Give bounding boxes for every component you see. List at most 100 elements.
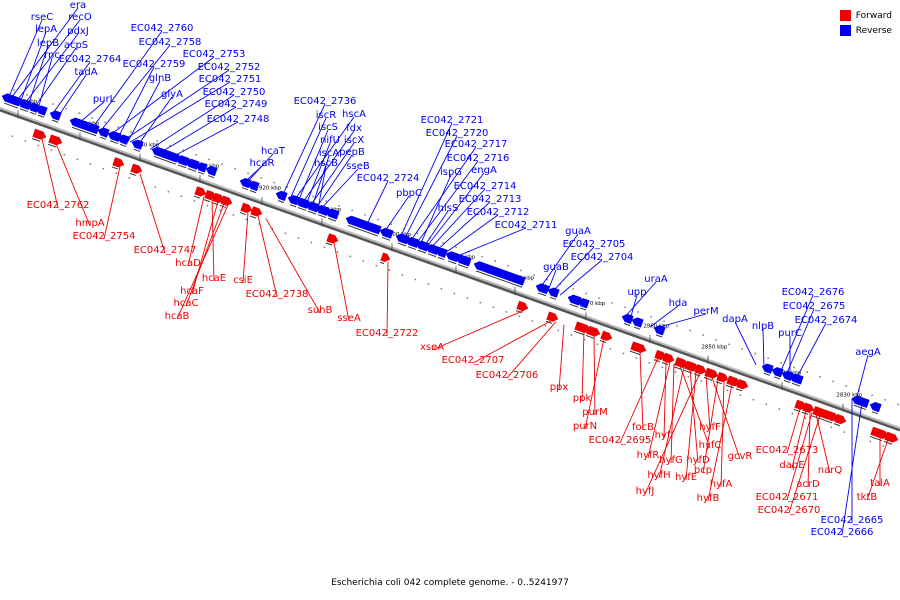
gene-arrow (694, 364, 707, 375)
strand-dot (208, 158, 210, 161)
gene-shadow (249, 190, 257, 194)
gene-label: era (70, 0, 86, 11)
label-leader (242, 212, 249, 284)
gene-shadow (31, 137, 41, 142)
gene-arrow (250, 206, 263, 217)
strand-dot (611, 302, 613, 304)
label-leader (243, 165, 263, 184)
gene-label: csiE (233, 275, 253, 286)
strand-dot (583, 338, 586, 341)
gene-arrow (32, 128, 47, 140)
gene-arrow (405, 237, 420, 248)
gene-label: gcvR (728, 451, 753, 462)
label-leader (137, 96, 173, 146)
gene-label: EC042_2711 (495, 220, 558, 231)
gene-shadow (277, 200, 285, 204)
strand-dot (89, 163, 92, 165)
gene-label: hyfR (637, 450, 660, 461)
gene-label: hcaT (261, 146, 286, 157)
gene-label: hcaD (175, 258, 201, 269)
label-leader (425, 172, 485, 248)
gene-shadow (177, 164, 187, 169)
label-leader (791, 410, 807, 469)
strand-dot (390, 223, 392, 225)
strand-dot (102, 167, 105, 170)
tick-label: 2870 kbp (579, 301, 605, 307)
strand-dot (388, 269, 391, 272)
strand-dot (78, 112, 80, 115)
gene-label: hcaE (202, 273, 226, 284)
strand-dot (598, 297, 600, 299)
strand-dot (442, 241, 444, 244)
strand-dot (832, 380, 834, 383)
strand-dot (128, 177, 131, 179)
strand-dot (585, 292, 587, 295)
gene-shadow (623, 323, 631, 327)
strand-dot (778, 408, 781, 410)
strand-dot (765, 403, 768, 406)
gene-label: hscA (342, 109, 366, 120)
gene-arrow (473, 261, 526, 286)
label-leader (658, 367, 685, 479)
gene-label: pepB (339, 147, 365, 158)
gene-label: EC042_2714 (454, 181, 517, 192)
gene-shadow (397, 242, 407, 247)
strand-dot (780, 362, 782, 364)
gene-shadow (297, 207, 307, 211)
gene-shadow (437, 256, 445, 260)
gene-shadow (661, 361, 669, 366)
gene-label: EC042_2713 (459, 194, 522, 205)
gene-label: purC (778, 328, 802, 339)
label-leader (117, 66, 155, 139)
gene-arrow (326, 233, 339, 244)
gene-label: glnB (149, 73, 171, 84)
label-leader (670, 363, 675, 464)
strand-dot (323, 246, 326, 248)
gene-label: EC042_2749 (205, 99, 268, 110)
gene-label: EC042_2753 (183, 49, 246, 60)
gene-label: lepA (35, 24, 57, 35)
strand-dot (700, 380, 703, 382)
strand-dot (182, 149, 184, 151)
gene-arrow (586, 325, 601, 337)
label-leader (423, 210, 449, 248)
strand-dot (362, 260, 365, 262)
label-leader (711, 377, 741, 460)
gene-label: EC042_2724 (357, 173, 420, 184)
strand-dot (273, 181, 275, 184)
label-leader (403, 135, 458, 240)
gene-label: EC042_2722 (356, 328, 419, 339)
gene-arrow (380, 252, 391, 263)
strand-dot (767, 357, 769, 359)
gene-label: EC042_2748 (207, 114, 270, 125)
label-leader (786, 408, 801, 454)
gene-arrow (97, 127, 110, 138)
label-leader (185, 203, 225, 307)
gene-label: EC042_2676 (782, 287, 845, 298)
strand-dot (312, 195, 314, 198)
label-leader (584, 338, 605, 430)
label-leader (855, 354, 869, 401)
gene-label: hyfJ (636, 486, 655, 497)
gene-label: hmpA (75, 218, 104, 229)
label-leader (319, 168, 359, 211)
gene-arrow (812, 406, 839, 422)
gene-label: EC042_2750 (203, 87, 266, 98)
gene-label: hcaB (165, 311, 190, 322)
strand-dot (260, 177, 262, 179)
strand-dot (91, 117, 93, 119)
label-leader (506, 321, 557, 379)
gene-shadow (447, 260, 457, 265)
strand-dot (557, 329, 560, 332)
strand-dot (819, 375, 821, 378)
gene-shadow (289, 204, 297, 208)
gene-shadow (307, 210, 317, 215)
label-leader (187, 196, 205, 267)
strand-dot (752, 398, 755, 401)
strand-dot (791, 412, 794, 415)
strand-dot (843, 431, 846, 433)
gene-label: guaB (543, 262, 569, 273)
strand-dot (869, 440, 872, 443)
gene-shadow (633, 326, 641, 330)
